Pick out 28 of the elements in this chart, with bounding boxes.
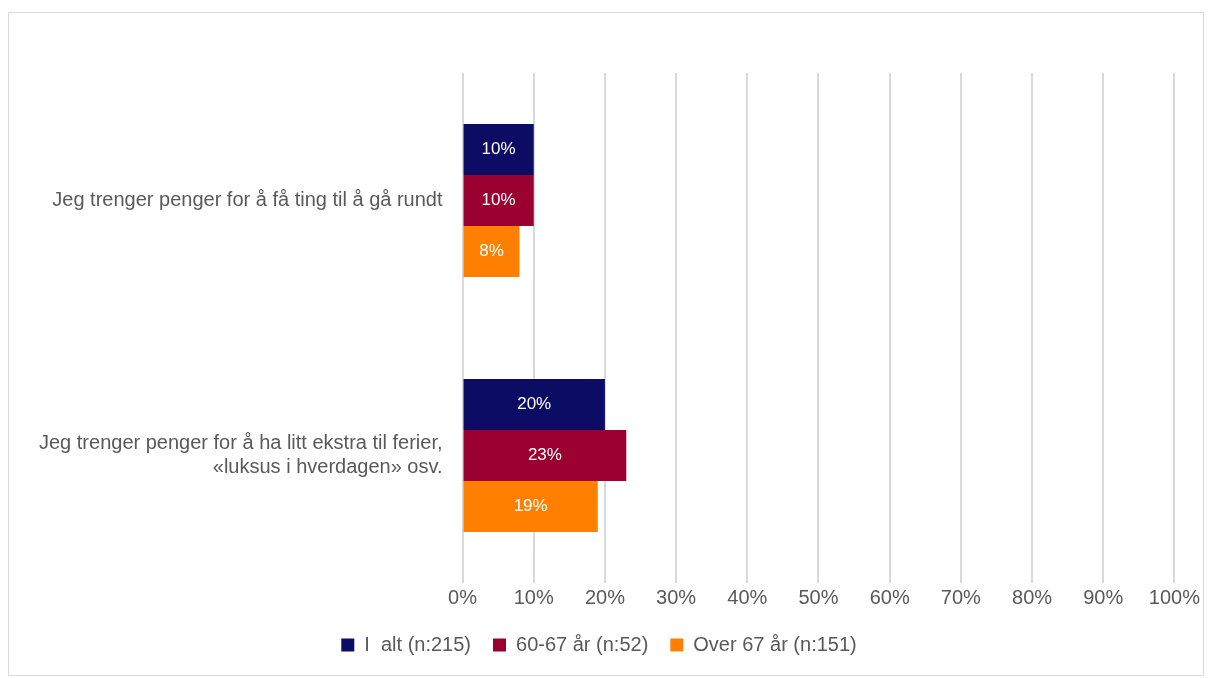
bar (463, 226, 520, 277)
y-tick-label: Jeg trenger penger for å få ting til å gå rundt (52, 188, 443, 211)
y-tick-label: Jeg trenger penger for å ha litt ekstra til ferier, «luksus i hverdagen» osv. (38, 431, 443, 478)
x-tick-label: 100% (1148, 585, 1201, 608)
bar (463, 481, 598, 532)
x-tick-label: 60% (869, 585, 910, 608)
data-label: 19% (513, 496, 548, 516)
bar (463, 175, 534, 226)
x-tick-label: 50% (798, 585, 839, 608)
legend-label: 60-67 år (n:52) (516, 632, 649, 655)
bar (463, 124, 534, 175)
x-tick-label: 90% (1083, 585, 1124, 608)
bar (463, 379, 605, 430)
x-tick-label: 30% (656, 585, 697, 608)
x-tick-label: 10% (513, 585, 554, 608)
x-tick-label: 80% (1012, 585, 1053, 608)
data-label: 8% (479, 241, 504, 261)
data-label: 20% (517, 394, 552, 414)
data-label: 23% (527, 445, 562, 465)
legend-label: I alt (n:215) (364, 632, 472, 655)
x-tick-label: 0% (448, 585, 478, 608)
x-tick-label: 40% (727, 585, 768, 608)
x-tick-label: 70% (940, 585, 982, 608)
bar (463, 430, 627, 481)
x-tick-label: 20% (584, 585, 626, 608)
legend-label: Over 67 år (n:151) (693, 632, 857, 655)
data-label: 10% (481, 139, 516, 159)
data-label: 10% (481, 190, 516, 210)
